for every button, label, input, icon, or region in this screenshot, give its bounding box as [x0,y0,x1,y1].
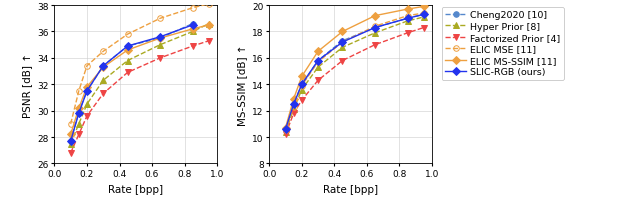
X-axis label: Rate [bpp]: Rate [bpp] [108,184,163,194]
Y-axis label: PSNR [dB] ↑: PSNR [dB] ↑ [22,53,32,117]
Y-axis label: MS-SSIM [dB] ↑: MS-SSIM [dB] ↑ [237,44,246,125]
Legend: Cheng2020 [10], Hyper Prior [8], Factorized Prior [4], ELIC MSE [11], ELIC MS-SS: Cheng2020 [10], Hyper Prior [8], Factori… [442,8,564,81]
X-axis label: Rate [bpp]: Rate [bpp] [323,184,378,194]
